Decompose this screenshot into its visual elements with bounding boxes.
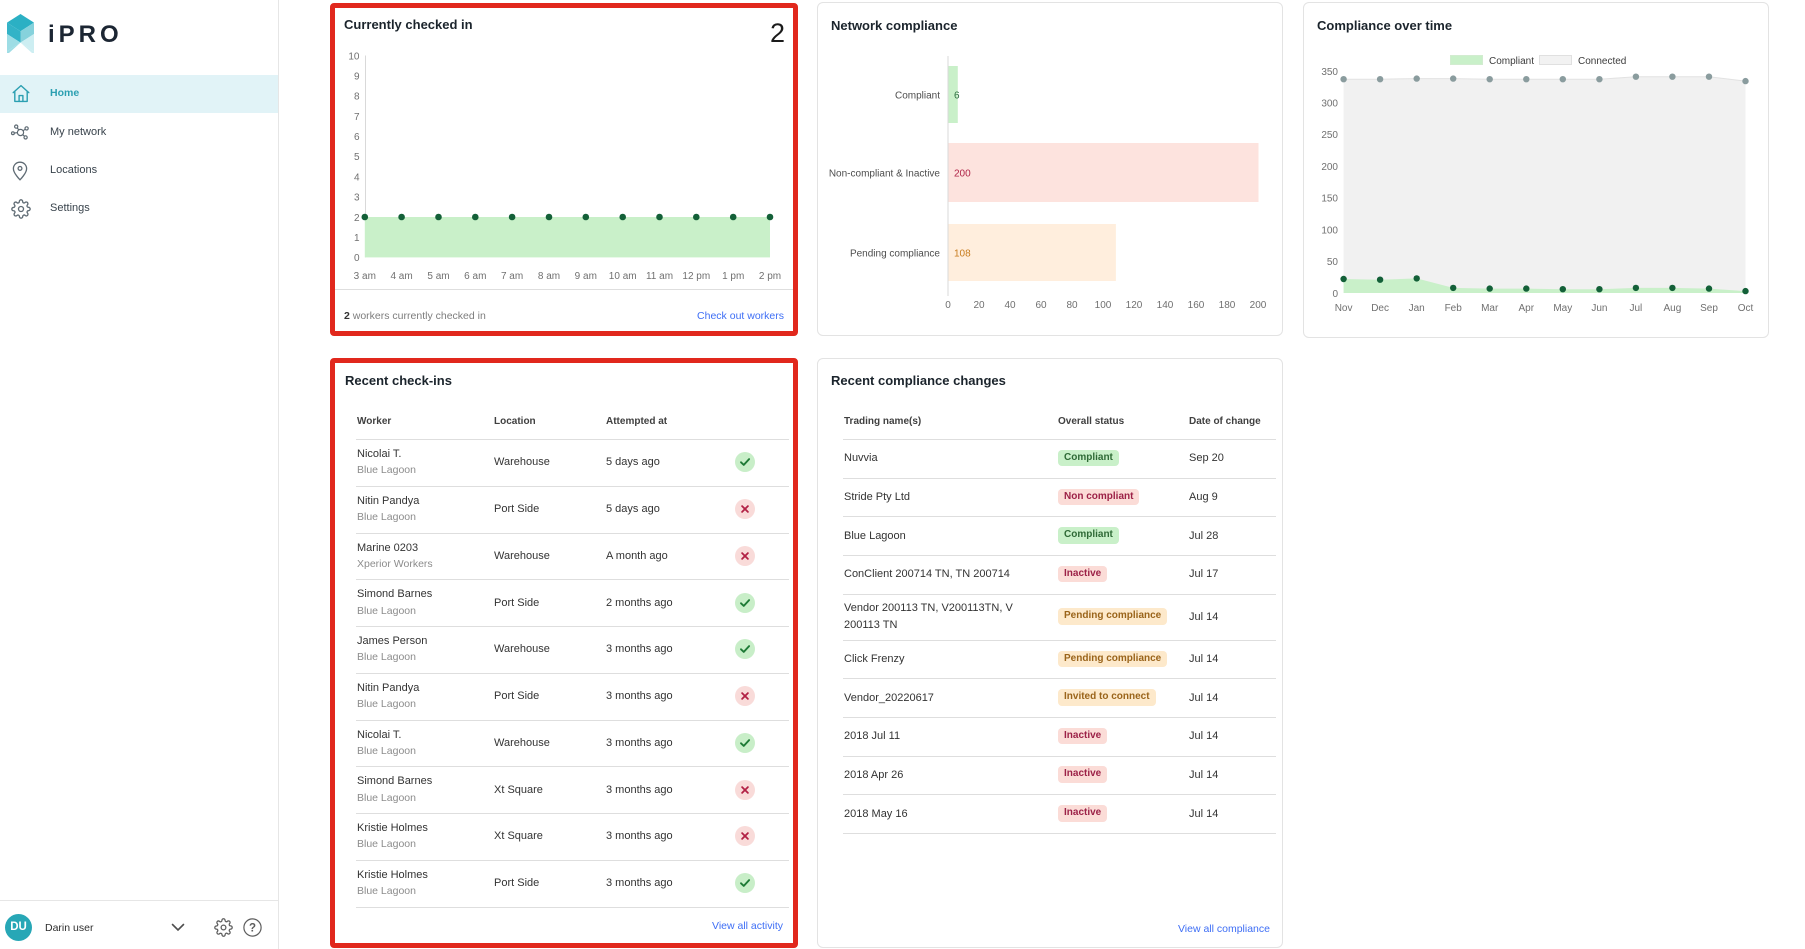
svg-text:6: 6 <box>954 91 960 102</box>
svg-text:300: 300 <box>1321 99 1338 110</box>
svg-text:100: 100 <box>1321 225 1338 236</box>
svg-text:Pending compliance: Pending compliance <box>850 249 940 260</box>
svg-text:Compliant: Compliant <box>895 91 940 102</box>
svg-text:50: 50 <box>1327 257 1339 268</box>
svg-text:Non-compliant & Inactive: Non-compliant & Inactive <box>829 169 941 180</box>
svg-text:200: 200 <box>1321 162 1338 173</box>
svg-text:0: 0 <box>1332 289 1338 300</box>
svg-text:160: 160 <box>1188 300 1205 311</box>
svg-text:108: 108 <box>954 249 971 260</box>
svg-text:200: 200 <box>954 169 971 180</box>
svg-text:Nov: Nov <box>1335 303 1353 314</box>
svg-text:80: 80 <box>1066 300 1078 311</box>
svg-text:9 am: 9 am <box>575 271 597 282</box>
svg-text:1: 1 <box>354 233 360 244</box>
svg-text:Mar: Mar <box>1481 303 1499 314</box>
svg-text:0: 0 <box>945 300 951 311</box>
svg-text:11 am: 11 am <box>646 271 673 282</box>
svg-text:Jan: Jan <box>1409 303 1425 314</box>
svg-text:6: 6 <box>354 132 360 143</box>
svg-text:Dec: Dec <box>1371 303 1389 314</box>
svg-text:4 am: 4 am <box>390 271 412 282</box>
svg-text:Jun: Jun <box>1591 303 1607 314</box>
svg-text:10: 10 <box>348 51 360 62</box>
svg-text:120: 120 <box>1126 300 1143 311</box>
svg-text:Sep: Sep <box>1700 303 1718 314</box>
svg-text:40: 40 <box>1004 300 1016 311</box>
svg-text:250: 250 <box>1321 130 1338 141</box>
svg-text:0: 0 <box>354 253 360 264</box>
svg-text:100: 100 <box>1095 300 1112 311</box>
svg-text:8: 8 <box>354 92 360 103</box>
svg-text:150: 150 <box>1321 194 1338 205</box>
svg-text:10 am: 10 am <box>609 271 637 282</box>
svg-text:5: 5 <box>354 152 360 163</box>
svg-text:?: ? <box>249 923 256 935</box>
svg-text:2: 2 <box>354 213 360 224</box>
svg-text:Oct: Oct <box>1738 303 1754 314</box>
svg-text:Apr: Apr <box>1519 303 1535 314</box>
svg-text:7: 7 <box>354 112 360 123</box>
svg-text:1 pm: 1 pm <box>722 271 744 282</box>
svg-text:5 am: 5 am <box>427 271 449 282</box>
svg-text:9: 9 <box>354 72 360 83</box>
svg-text:7 am: 7 am <box>501 271 523 282</box>
svg-text:3 am: 3 am <box>354 271 376 282</box>
svg-text:8 am: 8 am <box>538 271 560 282</box>
svg-text:2 pm: 2 pm <box>759 271 781 282</box>
svg-text:3: 3 <box>354 193 360 204</box>
svg-text:May: May <box>1553 303 1572 314</box>
svg-text:Feb: Feb <box>1445 303 1463 314</box>
svg-text:350: 350 <box>1321 67 1338 78</box>
svg-text:Jul: Jul <box>1630 303 1643 314</box>
svg-text:180: 180 <box>1219 300 1236 311</box>
svg-text:20: 20 <box>973 300 985 311</box>
svg-text:6 am: 6 am <box>464 271 486 282</box>
svg-text:140: 140 <box>1157 300 1174 311</box>
svg-text:4: 4 <box>354 172 360 183</box>
svg-text:60: 60 <box>1035 300 1047 311</box>
svg-text:Aug: Aug <box>1664 303 1682 314</box>
svg-text:12 pm: 12 pm <box>682 271 710 282</box>
svg-text:200: 200 <box>1250 300 1267 311</box>
